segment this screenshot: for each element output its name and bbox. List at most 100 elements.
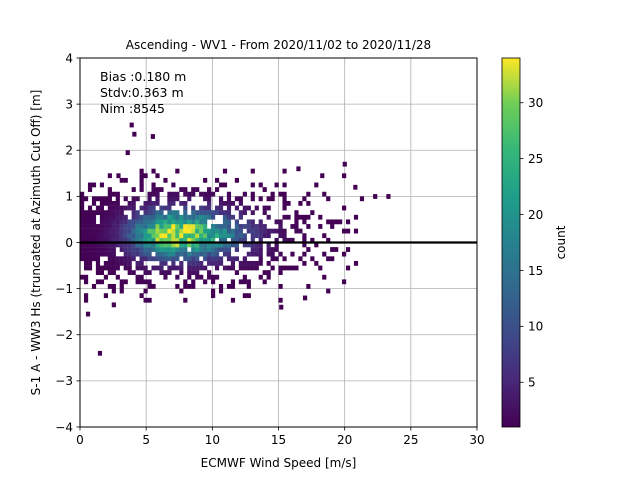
heatmap-cell <box>322 251 327 257</box>
heatmap-cell <box>99 279 105 285</box>
heatmap-cell <box>282 256 287 262</box>
heatmap-cell <box>214 228 220 234</box>
heatmap-cell <box>330 219 335 225</box>
heatmap-cell <box>143 200 148 206</box>
y-tick-label: −4 <box>55 420 73 434</box>
heatmap-cell <box>230 242 236 248</box>
x-tick-label: 5 <box>142 433 150 447</box>
heatmap-cell <box>127 200 132 206</box>
heatmap-cell <box>159 187 164 192</box>
heatmap-cell <box>191 224 196 229</box>
heatmap-cell-outlier <box>386 194 391 199</box>
heatmap-cell <box>83 219 89 225</box>
heatmap-cell <box>163 237 168 243</box>
heatmap-cell <box>167 196 172 202</box>
heatmap-cell <box>91 210 97 216</box>
heatmap-cell <box>91 200 97 206</box>
colorbar-ticks: 5 10 15 20 25 30 <box>520 96 543 390</box>
heatmap-cell <box>195 270 200 275</box>
heatmap-cell <box>254 224 259 229</box>
x-tick-label: 0 <box>76 433 84 447</box>
heatmap-cell <box>250 210 255 216</box>
heatmap-cell <box>218 284 224 289</box>
heatmap-cell <box>143 256 148 262</box>
heatmap-cell <box>238 228 243 234</box>
heatmap-cell <box>254 251 259 257</box>
heatmap-cell <box>83 196 89 202</box>
heatmap-cell <box>127 228 132 234</box>
heatmap-cell <box>334 247 339 252</box>
heatmap-cell <box>187 260 192 266</box>
heatmap-cell <box>234 177 239 183</box>
heatmap-cell <box>159 256 164 262</box>
heatmap-cell <box>238 196 243 202</box>
heatmap-cell <box>199 228 204 234</box>
heatmap-cell <box>123 224 128 229</box>
heatmap-cell <box>226 219 232 225</box>
y-tick-label: 2 <box>65 144 73 158</box>
heatmap-cell <box>246 265 251 271</box>
heatmap-cell <box>83 251 89 257</box>
heatmap-cell <box>195 251 200 257</box>
heatmap-cell <box>159 214 164 220</box>
heatmap-cell <box>151 219 156 225</box>
heatmap-cell <box>266 233 271 239</box>
heatmap-cell <box>107 219 112 225</box>
heatmap-cell <box>183 224 188 229</box>
heatmap-cell <box>230 200 236 206</box>
heatmap-cell <box>91 214 97 220</box>
heatmap-cell <box>211 224 216 229</box>
heatmap-cell <box>274 237 279 243</box>
heatmap-cell <box>80 205 85 211</box>
heatmap-cell <box>207 274 212 280</box>
heatmap-cell <box>250 219 255 225</box>
heatmap-cell <box>222 228 228 234</box>
heatmap-cell <box>207 200 212 206</box>
heatmap-cell <box>211 237 216 243</box>
heatmap-cell <box>242 237 247 243</box>
heatmap-cell <box>131 247 136 252</box>
heatmap-cell <box>171 233 176 239</box>
x-axis-label: ECMWF Wind Speed [m/s] <box>201 456 357 470</box>
heatmap-cell <box>314 182 319 188</box>
heatmap-cell <box>103 228 108 234</box>
heatmap-cell <box>322 191 327 197</box>
heatmap-cell <box>159 247 164 252</box>
heatmap-cell <box>99 224 105 229</box>
heatmap-cell <box>330 256 335 262</box>
heatmap-cell <box>207 191 212 197</box>
heatmap-cell <box>318 214 323 220</box>
colorbar <box>501 57 521 428</box>
heatmap-cell <box>179 200 184 206</box>
heatmap-cell <box>111 242 116 248</box>
heatmap-cell <box>234 233 239 239</box>
heatmap-cell <box>187 219 192 225</box>
heatmap-cell <box>95 247 101 252</box>
heatmap-cell <box>274 247 279 252</box>
heatmap-cell <box>123 196 128 202</box>
heatmap-cell <box>115 228 120 234</box>
x-tick-label: 15 <box>271 433 286 447</box>
heatmap-cell <box>207 260 212 266</box>
heatmap-cell <box>242 256 247 262</box>
heatmap-cell <box>179 251 184 257</box>
heatmap-cell <box>111 210 116 216</box>
heatmap-cell <box>147 284 152 289</box>
heatmap-cell <box>207 247 212 252</box>
heatmap-cell <box>226 191 232 197</box>
heatmap-cell <box>95 205 101 211</box>
heatmap-cell <box>127 247 132 252</box>
heatmap-cell <box>163 177 168 183</box>
heatmap-cell <box>135 237 140 243</box>
heatmap-cell <box>80 214 85 220</box>
heatmap-cell <box>230 297 236 303</box>
heatmap-cell <box>258 256 263 262</box>
heatmap-cell <box>282 182 287 188</box>
heatmap-cell <box>266 196 271 202</box>
heatmap-cell <box>230 279 236 285</box>
heatmap-cell <box>222 214 228 220</box>
heatmap-cell <box>238 200 243 206</box>
heatmap-cell <box>127 256 132 262</box>
heatmap-cell <box>135 279 140 285</box>
heatmap-cell <box>99 228 105 234</box>
